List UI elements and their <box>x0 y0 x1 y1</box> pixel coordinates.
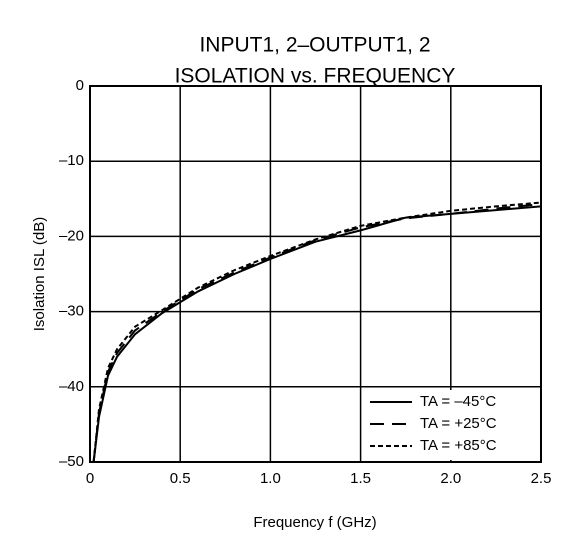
y-tick-label: –10 <box>59 152 84 169</box>
x-tick-label: 2.0 <box>440 470 461 487</box>
series-line <box>92 203 542 463</box>
chart-title: INPUT1, 2–OUTPUT1, 2 <box>199 34 430 57</box>
y-tick-label: –20 <box>59 227 84 244</box>
y-axis-label: Isolation ISL (dB) <box>31 217 48 332</box>
y-tick-label: –30 <box>59 303 84 320</box>
plot-frame <box>89 85 542 463</box>
legend-label: TA = +85°C <box>420 437 497 454</box>
chart-title: ISOLATION vs. FREQUENCY <box>175 65 456 88</box>
x-tick-label: 1.0 <box>260 470 281 487</box>
y-tick-label: –40 <box>59 378 84 395</box>
x-axis-label: Frequency f (GHz) <box>253 514 376 531</box>
x-tick-label: 0.5 <box>170 470 191 487</box>
legend-label: TA = +25°C <box>420 415 497 432</box>
x-tick-label: 1.5 <box>350 470 371 487</box>
y-tick-label: –50 <box>59 453 84 470</box>
x-tick-label: 2.5 <box>531 470 552 487</box>
legend-label: TA = –45°C <box>420 393 496 410</box>
y-tick-label: 0 <box>76 77 84 94</box>
series-line <box>92 201 542 463</box>
x-tick-label: 0 <box>86 470 94 487</box>
